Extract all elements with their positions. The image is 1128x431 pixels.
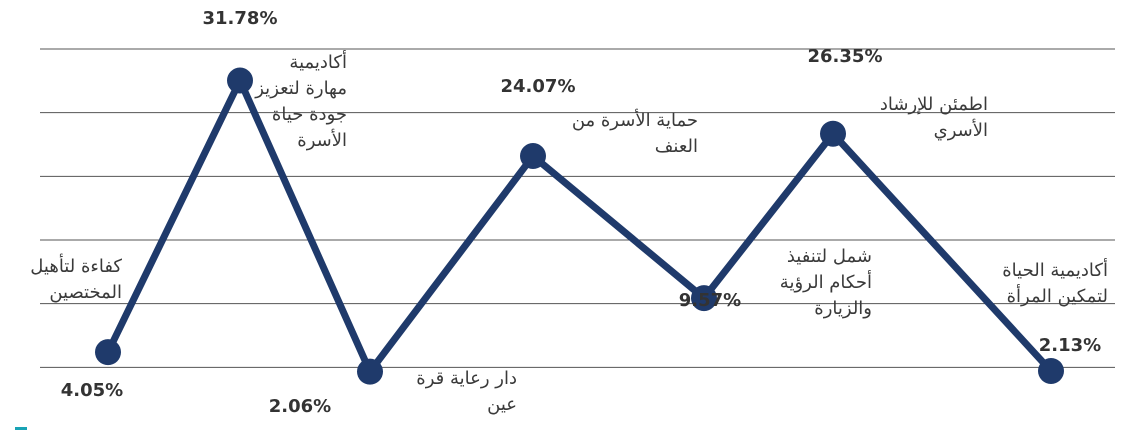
category-label: أكاديمية الحياة لتمكين المرأة bbox=[1002, 260, 1108, 307]
category-label: أكاديمية مهارة لتعزيز جودة حياة الأسرة bbox=[255, 52, 347, 151]
value-label: 9.57% bbox=[678, 290, 742, 311]
data-point bbox=[820, 120, 846, 147]
data-point bbox=[520, 143, 546, 170]
category-label: كفاءة لتأهيل المختصين bbox=[30, 256, 122, 303]
value-label: 2.13% bbox=[1038, 335, 1102, 356]
decoration bbox=[15, 427, 27, 430]
category-label: حماية الأسرة من العنف bbox=[571, 110, 698, 157]
value-label: 4.05% bbox=[60, 380, 124, 401]
data-point bbox=[95, 339, 121, 366]
data-point bbox=[1038, 357, 1064, 384]
value-label: 31.78% bbox=[202, 8, 278, 29]
category-label: اطمئن للإرشاد الأسري bbox=[879, 94, 988, 141]
category-label: شمل لتنفيذ أحكام الرؤية والزيارة bbox=[779, 246, 872, 319]
data-point bbox=[227, 67, 253, 94]
value-label: 24.07% bbox=[500, 76, 576, 97]
value-label: 2.06% bbox=[268, 396, 332, 417]
data-point bbox=[691, 285, 717, 312]
category-label: دار رعاية قرة عين bbox=[416, 368, 517, 415]
data-point bbox=[357, 358, 383, 385]
value-label: 26.35% bbox=[807, 46, 883, 67]
